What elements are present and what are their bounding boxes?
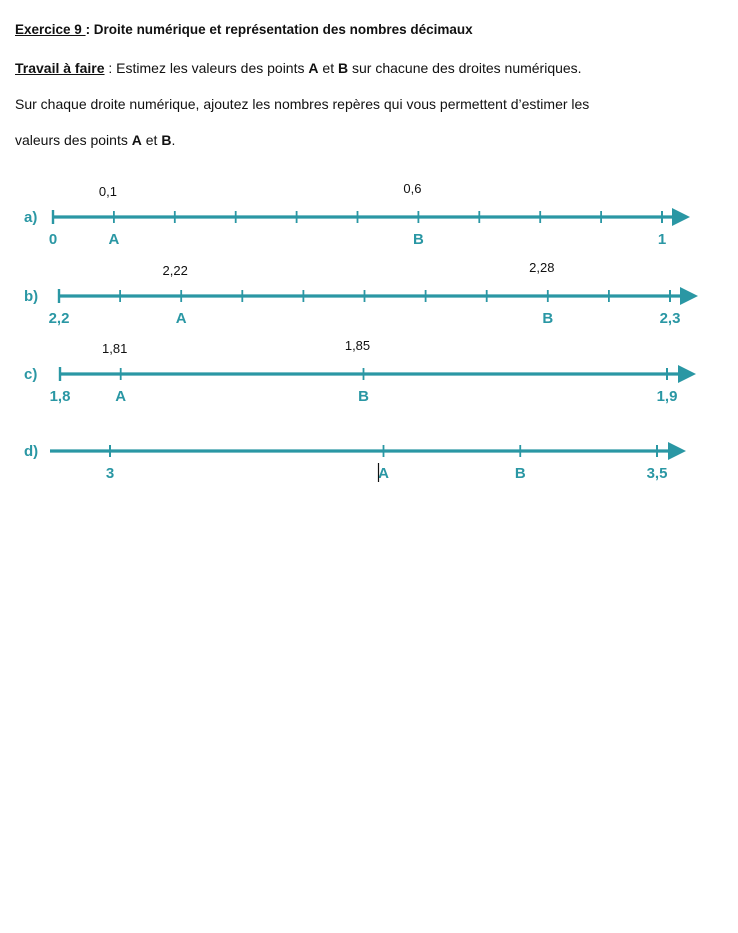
para-point-a: A (131, 132, 142, 148)
para-text-mid: et (141, 132, 162, 148)
line-b-point-b-label: B (542, 310, 553, 327)
line-b-start-label: 2,2 (49, 310, 70, 327)
line-d-arrow-icon (668, 442, 686, 460)
line-a-end-label: 1 (658, 231, 666, 248)
line-b-answer-a: 2,22 (163, 263, 188, 278)
task-text-2: et (318, 60, 338, 76)
line-a-start-label: 0 (49, 231, 57, 248)
line-c-end-label: 1,9 (657, 388, 678, 405)
task-text-3: sur chacune des droites numériques. (348, 60, 582, 76)
exercise-subtitle: : Droite numérique et représentation des… (85, 22, 473, 37)
number-lines-area: a) 0 1 A B 0,1 0,6 b) 2,2 2,3 A B 2,22 2,28 c) 1,8 1,9 A B… (0, 170, 738, 500)
line-c-answer-a: 1,81 (102, 341, 127, 356)
line-c-row-label: c) (24, 366, 37, 383)
task-label: Travail à faire (15, 60, 105, 76)
line-d-point-a-label: A (378, 465, 389, 482)
task-text-1: : Estimez les valeurs des points (104, 60, 309, 76)
line-d-point-b-label: B (515, 465, 526, 482)
instruction-paragraph-line-1: Sur chaque droite numérique, ajoutez les… (15, 96, 590, 112)
line-a-point-b-label: B (413, 231, 424, 248)
line-c-point-b-label: B (358, 388, 369, 405)
line-a-arrow-icon (672, 208, 690, 226)
line-a-point-a-label: A (108, 231, 119, 248)
line-a-row-label: a) (24, 209, 37, 226)
para-text-start: valeurs des points (15, 132, 132, 148)
para-text-end: . (171, 132, 176, 148)
task-point-b: B (337, 60, 349, 76)
line-a-answer-b: 0,6 (403, 181, 421, 196)
line-c-answer-b: 1,85 (345, 338, 370, 353)
exercise-title: Exercice 9 : Droite numérique et représe… (15, 22, 473, 37)
line-d-row-label: d) (24, 443, 38, 460)
para-point-b: B (161, 132, 172, 148)
line-b-point-a-label: A (176, 310, 187, 327)
line-a-answer-a: 0,1 (99, 184, 117, 199)
exercise-label: Exercice 9 (15, 22, 86, 37)
line-b-end-label: 2,3 (660, 310, 681, 327)
line-b-arrow-icon (680, 287, 698, 305)
instruction-paragraph-line-2: valeurs des points A et B. (15, 132, 175, 148)
line-d-start-label: 3 (106, 465, 114, 482)
line-d-end-label: 3,5 (647, 465, 668, 482)
line-c-start-label: 1,8 (50, 388, 71, 405)
line-c-point-a-label: A (115, 388, 126, 405)
task-instruction: Travail à faire : Estimez les valeurs de… (15, 60, 582, 76)
line-c-arrow-icon (678, 365, 696, 383)
task-point-a: A (308, 60, 319, 76)
line-b-answer-b: 2,28 (529, 260, 554, 275)
number-lines-figure: a) 0 1 A B 0,1 0,6 b) 2,2 2,3 A B 2,22 2,28 c) 1,8 1,9 A B… (24, 181, 698, 482)
line-b-row-label: b) (24, 288, 38, 305)
